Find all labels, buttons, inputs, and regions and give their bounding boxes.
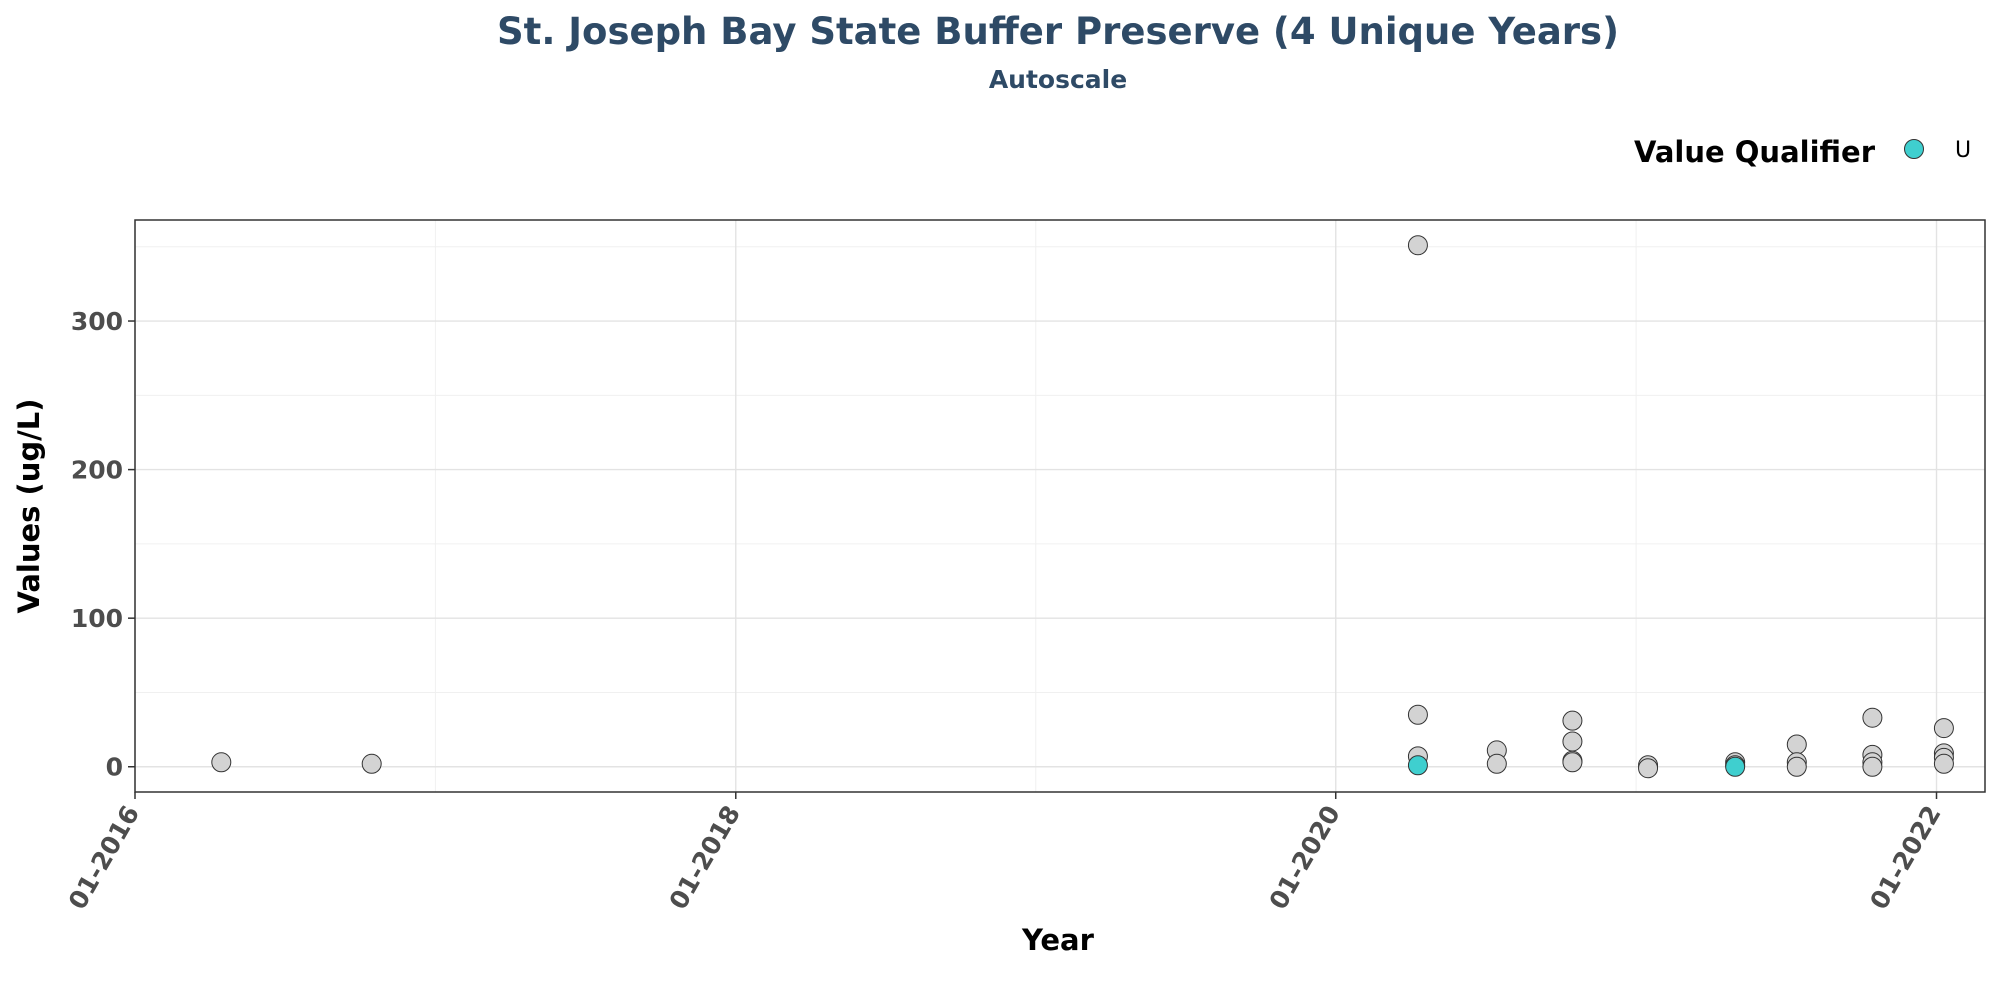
data-point (1562, 731, 1583, 752)
y-tick-label: 0 (106, 753, 123, 782)
data-point (1786, 734, 1807, 755)
data-point (1486, 753, 1507, 774)
legend: Value Qualifier U (1634, 135, 1971, 169)
data-point (1638, 758, 1659, 779)
chart-title: St. Joseph Bay State Buffer Preserve (4 … (497, 10, 1619, 53)
data-point (1933, 753, 1954, 774)
x-axis-title: Year (1021, 923, 1095, 957)
data-point (1407, 235, 1428, 256)
data-point (1407, 704, 1428, 725)
data-point (1862, 707, 1883, 728)
data-point (1562, 752, 1583, 773)
y-tick-label: 300 (71, 307, 123, 336)
data-point (1786, 756, 1807, 777)
data-point (1862, 756, 1883, 777)
legend-marker-u (1904, 139, 1924, 159)
y-axis: 0 100 200 300 (71, 307, 135, 782)
chart-subtitle: Autoscale (989, 65, 1127, 94)
x-tick-label: 01-2018 (663, 801, 745, 915)
y-tick-label: 200 (71, 456, 123, 485)
data-point (1933, 718, 1954, 739)
plot-border (134, 219, 1986, 793)
x-tick-label: 01-2022 (1864, 801, 1946, 915)
plot-panel (135, 220, 1985, 792)
data-point (211, 752, 232, 773)
data-point (361, 753, 382, 774)
legend-title: Value Qualifier (1634, 135, 1876, 169)
y-axis-title: Values (ug/L) (12, 398, 46, 613)
x-axis: 01-2016 01-2018 01-2020 01-2022 (63, 792, 1947, 914)
legend-label-u: U (1955, 138, 1971, 163)
data-point-u (1725, 756, 1746, 777)
data-point-u (1407, 755, 1428, 776)
y-tick-label: 100 (71, 604, 123, 633)
data-point (1562, 710, 1583, 731)
data-points (211, 235, 1954, 779)
x-tick-label: 01-2016 (63, 801, 145, 915)
x-tick-label: 01-2020 (1263, 801, 1345, 915)
